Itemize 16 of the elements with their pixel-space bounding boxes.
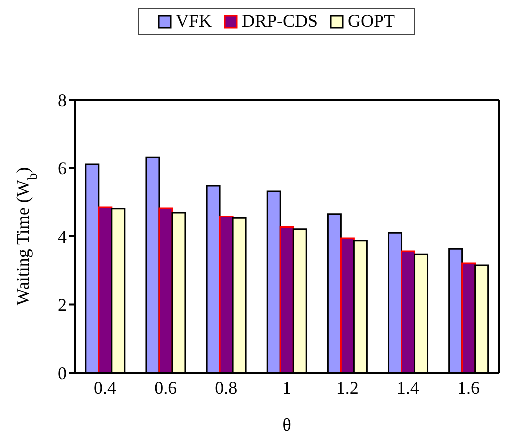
x-tick-label: 1.4 bbox=[396, 378, 420, 398]
y-tick-label: 6 bbox=[58, 158, 67, 179]
legend-label: GOPT bbox=[347, 11, 396, 32]
legend-label: VFK bbox=[174, 11, 212, 32]
x-tick-label: 0.4 bbox=[94, 378, 117, 398]
x-tick-label: 0.6 bbox=[154, 378, 178, 398]
x-tick-label: 1 bbox=[282, 378, 292, 398]
y-tick-label: 2 bbox=[58, 295, 67, 316]
x-tick-label: 1.6 bbox=[457, 378, 480, 398]
y-tick-label: 4 bbox=[58, 226, 67, 247]
y-tick-label: 0 bbox=[58, 363, 67, 384]
x-tick-label: 1.2 bbox=[336, 378, 359, 398]
x-axis-title: θ bbox=[282, 415, 292, 435]
legend-label: DRP-CDS bbox=[240, 11, 318, 32]
y-tick-label: 8 bbox=[58, 90, 67, 110]
x-tick-label: 0.8 bbox=[215, 378, 238, 398]
